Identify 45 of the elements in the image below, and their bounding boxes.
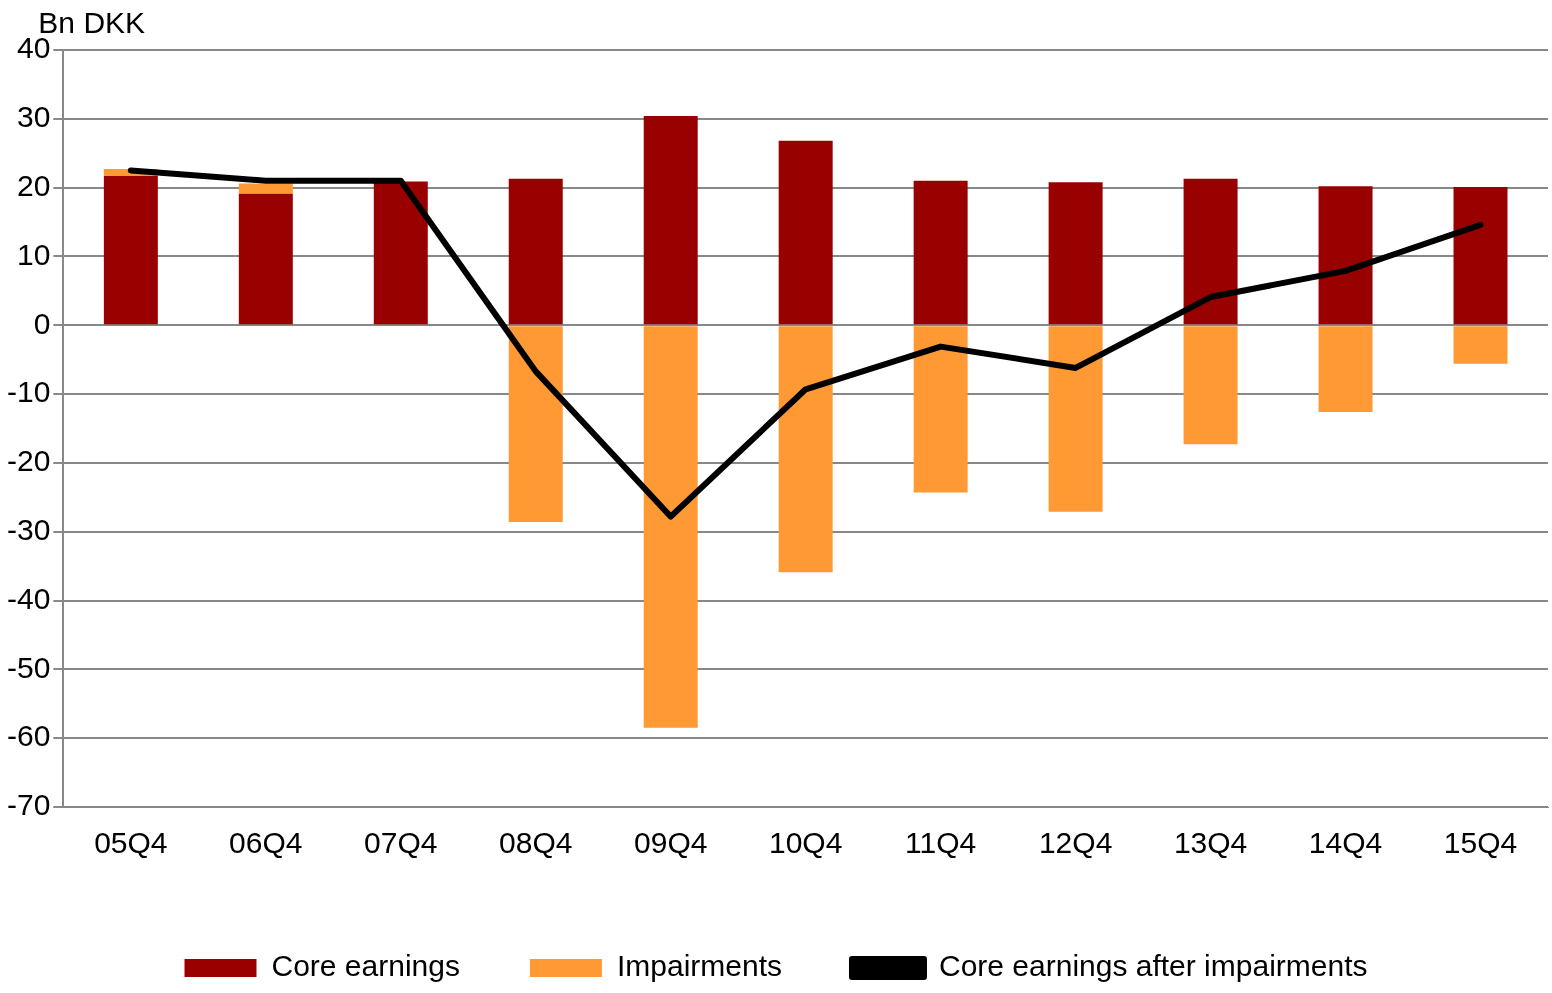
- bar: [373, 181, 428, 325]
- x-tick-label: 12Q4: [1038, 826, 1113, 860]
- x-tick-label: 13Q4: [1173, 826, 1248, 860]
- y-tick-label: -10: [7, 375, 51, 409]
- bar: [778, 140, 833, 325]
- legend-label: Core earnings after impairments: [938, 949, 1368, 983]
- bar: [1318, 326, 1373, 412]
- bar: [643, 116, 698, 325]
- bar: [643, 326, 698, 728]
- bar: [1318, 186, 1373, 325]
- y-tick-label: -60: [7, 719, 51, 753]
- bar: [913, 326, 968, 493]
- legend-label: Core earnings: [271, 949, 460, 983]
- bar: [913, 180, 968, 325]
- bar: [103, 175, 158, 325]
- bar: [1183, 326, 1238, 445]
- bar: [1453, 326, 1508, 364]
- x-tick-label: 08Q4: [499, 826, 573, 860]
- y-tick-label: 10: [16, 237, 51, 271]
- x-tick-label: 07Q4: [364, 826, 438, 860]
- y-tick-label: -40: [7, 581, 51, 615]
- x-tick-label: 10Q4: [768, 826, 843, 860]
- y-tick-label: -50: [7, 650, 51, 684]
- bar: [238, 183, 293, 194]
- x-tick-label: 05Q4: [94, 826, 168, 860]
- x-tick-label: 11Q4: [905, 826, 977, 860]
- bar: [1048, 182, 1103, 325]
- bar: [1453, 186, 1508, 325]
- bar: [1183, 178, 1238, 325]
- y-tick-label: -70: [7, 788, 51, 822]
- bar: [1048, 326, 1103, 512]
- y-tick-label: -20: [7, 444, 51, 478]
- bar: [508, 326, 563, 523]
- y-tick-label: -30: [7, 512, 51, 546]
- x-tick-label: 06Q4: [229, 826, 303, 860]
- legend-label: Impairments: [616, 949, 782, 983]
- y-tick-label: 20: [16, 168, 51, 202]
- y-tick-label: 0: [33, 306, 51, 340]
- bar: [778, 326, 833, 573]
- x-tick-label: 14Q4: [1308, 826, 1383, 860]
- x-tick-label: 09Q4: [634, 826, 708, 860]
- y-tick-label: 30: [16, 100, 51, 134]
- x-tick-label: 15Q4: [1443, 826, 1518, 860]
- bar: [508, 178, 563, 325]
- bar: [238, 193, 293, 325]
